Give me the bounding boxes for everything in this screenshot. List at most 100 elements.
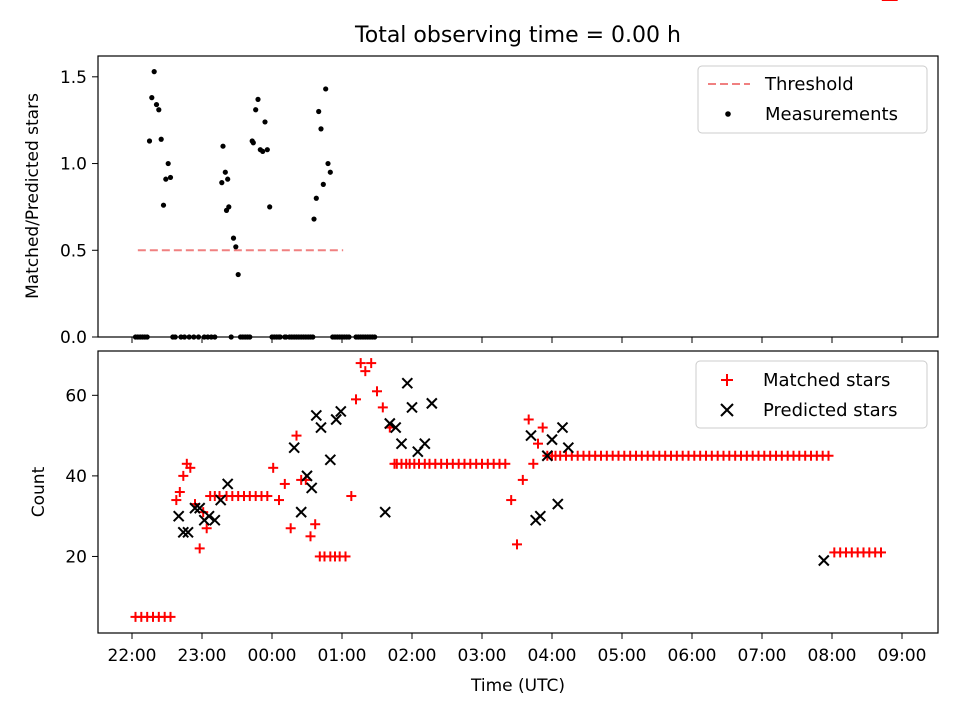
legend-measurements-label: Measurements <box>765 104 898 125</box>
predicted-star-point <box>301 470 313 482</box>
predicted-star-point <box>406 401 418 414</box>
matched-star-point <box>194 543 205 554</box>
predicted-star-point <box>177 526 190 538</box>
predicted-star-point <box>315 421 327 434</box>
predicted-star-point <box>556 421 569 434</box>
matched-star-point <box>310 519 321 530</box>
matched-star-point <box>165 611 176 622</box>
predicted-star-point <box>182 526 194 538</box>
predicted-star-point <box>324 454 337 466</box>
measurement-point <box>313 195 319 201</box>
bottom-x-tick-label: 00:00 <box>248 646 297 666</box>
predicted-star-point <box>305 482 318 494</box>
measurement-point <box>250 140 256 146</box>
legend-measurements-swatch <box>725 111 731 117</box>
matched-star-point <box>171 495 182 506</box>
bottom-x-tick-label: 23:00 <box>178 646 227 666</box>
measurement-point <box>226 204 232 210</box>
matched-star-point <box>291 430 302 441</box>
bottom-x-tick-label: 06:00 <box>668 646 717 666</box>
measurement-point <box>158 136 164 142</box>
measurement-point <box>149 95 155 101</box>
top-y-tick-label: 0.0 <box>60 328 87 348</box>
bottom-y-axis-label: Count <box>29 466 49 517</box>
top-legend: Threshold Measurements <box>697 65 928 134</box>
matched-star-point <box>346 491 357 502</box>
measurement-point <box>255 96 261 102</box>
matched-star-point <box>517 474 528 485</box>
bottom-y-tick-label: 20 <box>65 547 87 567</box>
figure-title: Total observing time = 0.00 h <box>354 23 681 48</box>
top-plot-area <box>132 69 378 340</box>
bottom-x-tick-label: 05:00 <box>598 646 647 666</box>
measurement-point <box>318 126 324 132</box>
predicted-star-point <box>330 413 342 426</box>
legend-predicted-label: Predicted stars <box>763 400 897 421</box>
bottom-legend: Matched stars Predicted stars <box>695 360 928 429</box>
bottom-x-tick-label: 22:00 <box>108 646 157 666</box>
measurement-point <box>264 147 270 153</box>
bottom-x-tick-label: 07:00 <box>738 646 787 666</box>
predicted-star-point <box>209 514 221 526</box>
bottom-y-tick-label: 40 <box>65 467 87 487</box>
measurement-point <box>262 119 268 125</box>
matched-star-point <box>201 523 212 534</box>
measurement-point <box>153 101 160 108</box>
measurement-point <box>146 138 153 144</box>
predicted-star-point <box>189 502 201 514</box>
predicted-star-point <box>525 429 537 442</box>
bottom-panel: 20 40 60 22:00 23:00 00:00 01:00 02:00 03:00 04:0… <box>29 0 939 696</box>
predicted-star-point <box>426 397 438 410</box>
predicted-star-point <box>203 510 215 522</box>
matched-star-point <box>500 458 511 469</box>
matched-star-point <box>523 414 534 425</box>
matched-star-point <box>305 531 316 542</box>
predicted-star-point <box>562 441 575 454</box>
matched-star-point <box>537 422 548 433</box>
predicted-star-point <box>193 502 206 514</box>
measurement-point <box>219 180 225 186</box>
top-y-axis-label: Matched/Predicted stars <box>23 93 43 299</box>
predicted-star-point <box>172 510 185 522</box>
legend-matched-swatch <box>721 374 733 386</box>
matched-star-point <box>360 366 371 377</box>
top-legend-box <box>697 65 928 134</box>
measurement-point <box>311 216 317 222</box>
measurement-point <box>267 204 273 210</box>
measurement-point <box>325 160 331 167</box>
bottom-x-tick-label: 08:00 <box>808 646 857 666</box>
matched-star-point <box>279 478 290 489</box>
bottom-y-tick-label: 60 <box>65 386 87 406</box>
predicted-star-point <box>295 506 307 518</box>
measurement-point <box>225 176 231 182</box>
predicted-star-point <box>818 554 830 567</box>
measurement-point <box>230 235 237 241</box>
legend-threshold-label: Threshold <box>764 74 854 95</box>
matched-star-point <box>262 491 273 502</box>
predicted-star-point <box>395 437 408 450</box>
measurement-point <box>316 108 322 115</box>
predicted-star-point <box>541 450 554 462</box>
legend-predicted-swatch <box>720 403 734 417</box>
matched-star-point <box>377 402 388 413</box>
measurement-point <box>253 107 259 113</box>
matched-star-point <box>506 495 517 506</box>
measurement-point <box>167 174 174 181</box>
bottom-axes-frame <box>97 350 939 634</box>
bottom-legend-box <box>695 360 928 429</box>
matched-star-point <box>178 470 189 481</box>
predicted-star-point <box>288 441 300 454</box>
predicted-star-point <box>379 506 391 518</box>
bottom-plot-area <box>130 0 898 622</box>
predicted-star-point <box>401 377 414 389</box>
predicted-star-point <box>384 417 396 430</box>
bottom-x-tick-label: 03:00 <box>458 646 507 666</box>
top-y-tick-label: 0.5 <box>60 241 87 261</box>
measurement-point <box>156 107 162 113</box>
matched-star-point <box>174 487 185 497</box>
measurement-point <box>320 181 326 187</box>
top-axes-ticks: 0.0 0.5 1.0 1.5 <box>60 68 903 348</box>
measurement-point <box>160 202 167 208</box>
matched-star-point <box>876 547 886 558</box>
predicted-star-point <box>419 437 431 450</box>
